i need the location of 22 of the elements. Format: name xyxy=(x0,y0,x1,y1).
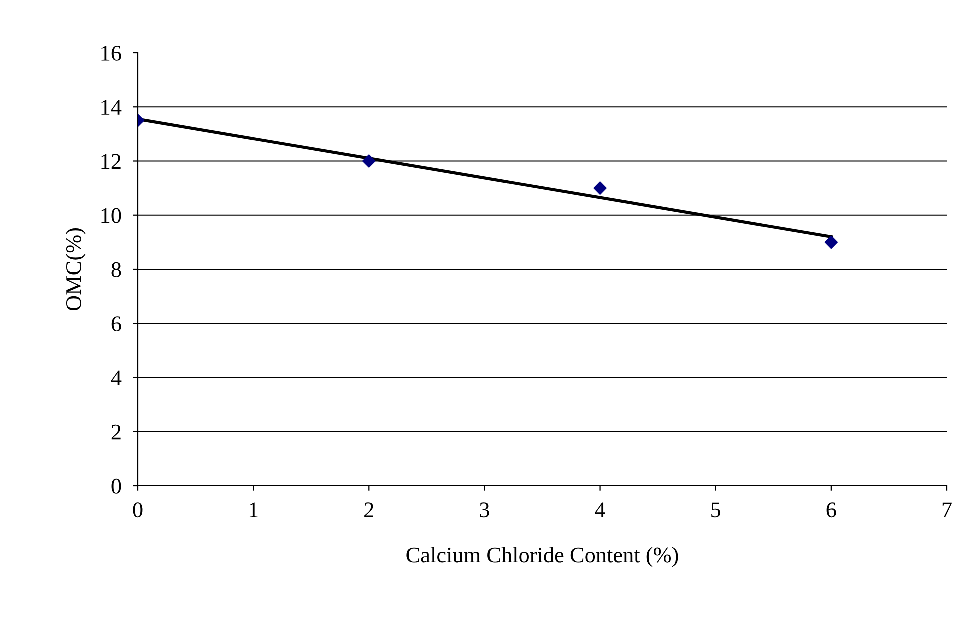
y-tick-label: 12 xyxy=(102,154,121,169)
point xyxy=(594,182,607,195)
point xyxy=(824,236,838,250)
x-tick-label: 1 xyxy=(250,502,258,518)
y-axis-title: OMC(%) xyxy=(66,228,86,311)
y-tick-label: 2 xyxy=(112,424,121,440)
y-tick-label: 8 xyxy=(112,262,122,278)
point xyxy=(362,154,376,168)
x-tick-label: 2 xyxy=(364,502,374,518)
x-tick-label: 6 xyxy=(826,502,836,518)
y-tick-label: 14 xyxy=(102,100,122,115)
x-tick-label: 4 xyxy=(595,502,606,518)
x-tick-label: 3 xyxy=(480,502,490,518)
x-tick-label: 7 xyxy=(942,502,952,518)
y-tick-label: 4 xyxy=(111,370,122,386)
y-tick-label: 10 xyxy=(102,208,122,224)
x-tick-label: 5 xyxy=(712,502,721,518)
y-tick-label: 16 xyxy=(102,46,122,61)
x-axis-title: Calcium Chloride Content (%) xyxy=(406,547,678,568)
x-tick-label: 0 xyxy=(133,502,143,518)
y-tick-label: 0 xyxy=(112,478,122,494)
y-tick-label: 6 xyxy=(112,316,122,332)
